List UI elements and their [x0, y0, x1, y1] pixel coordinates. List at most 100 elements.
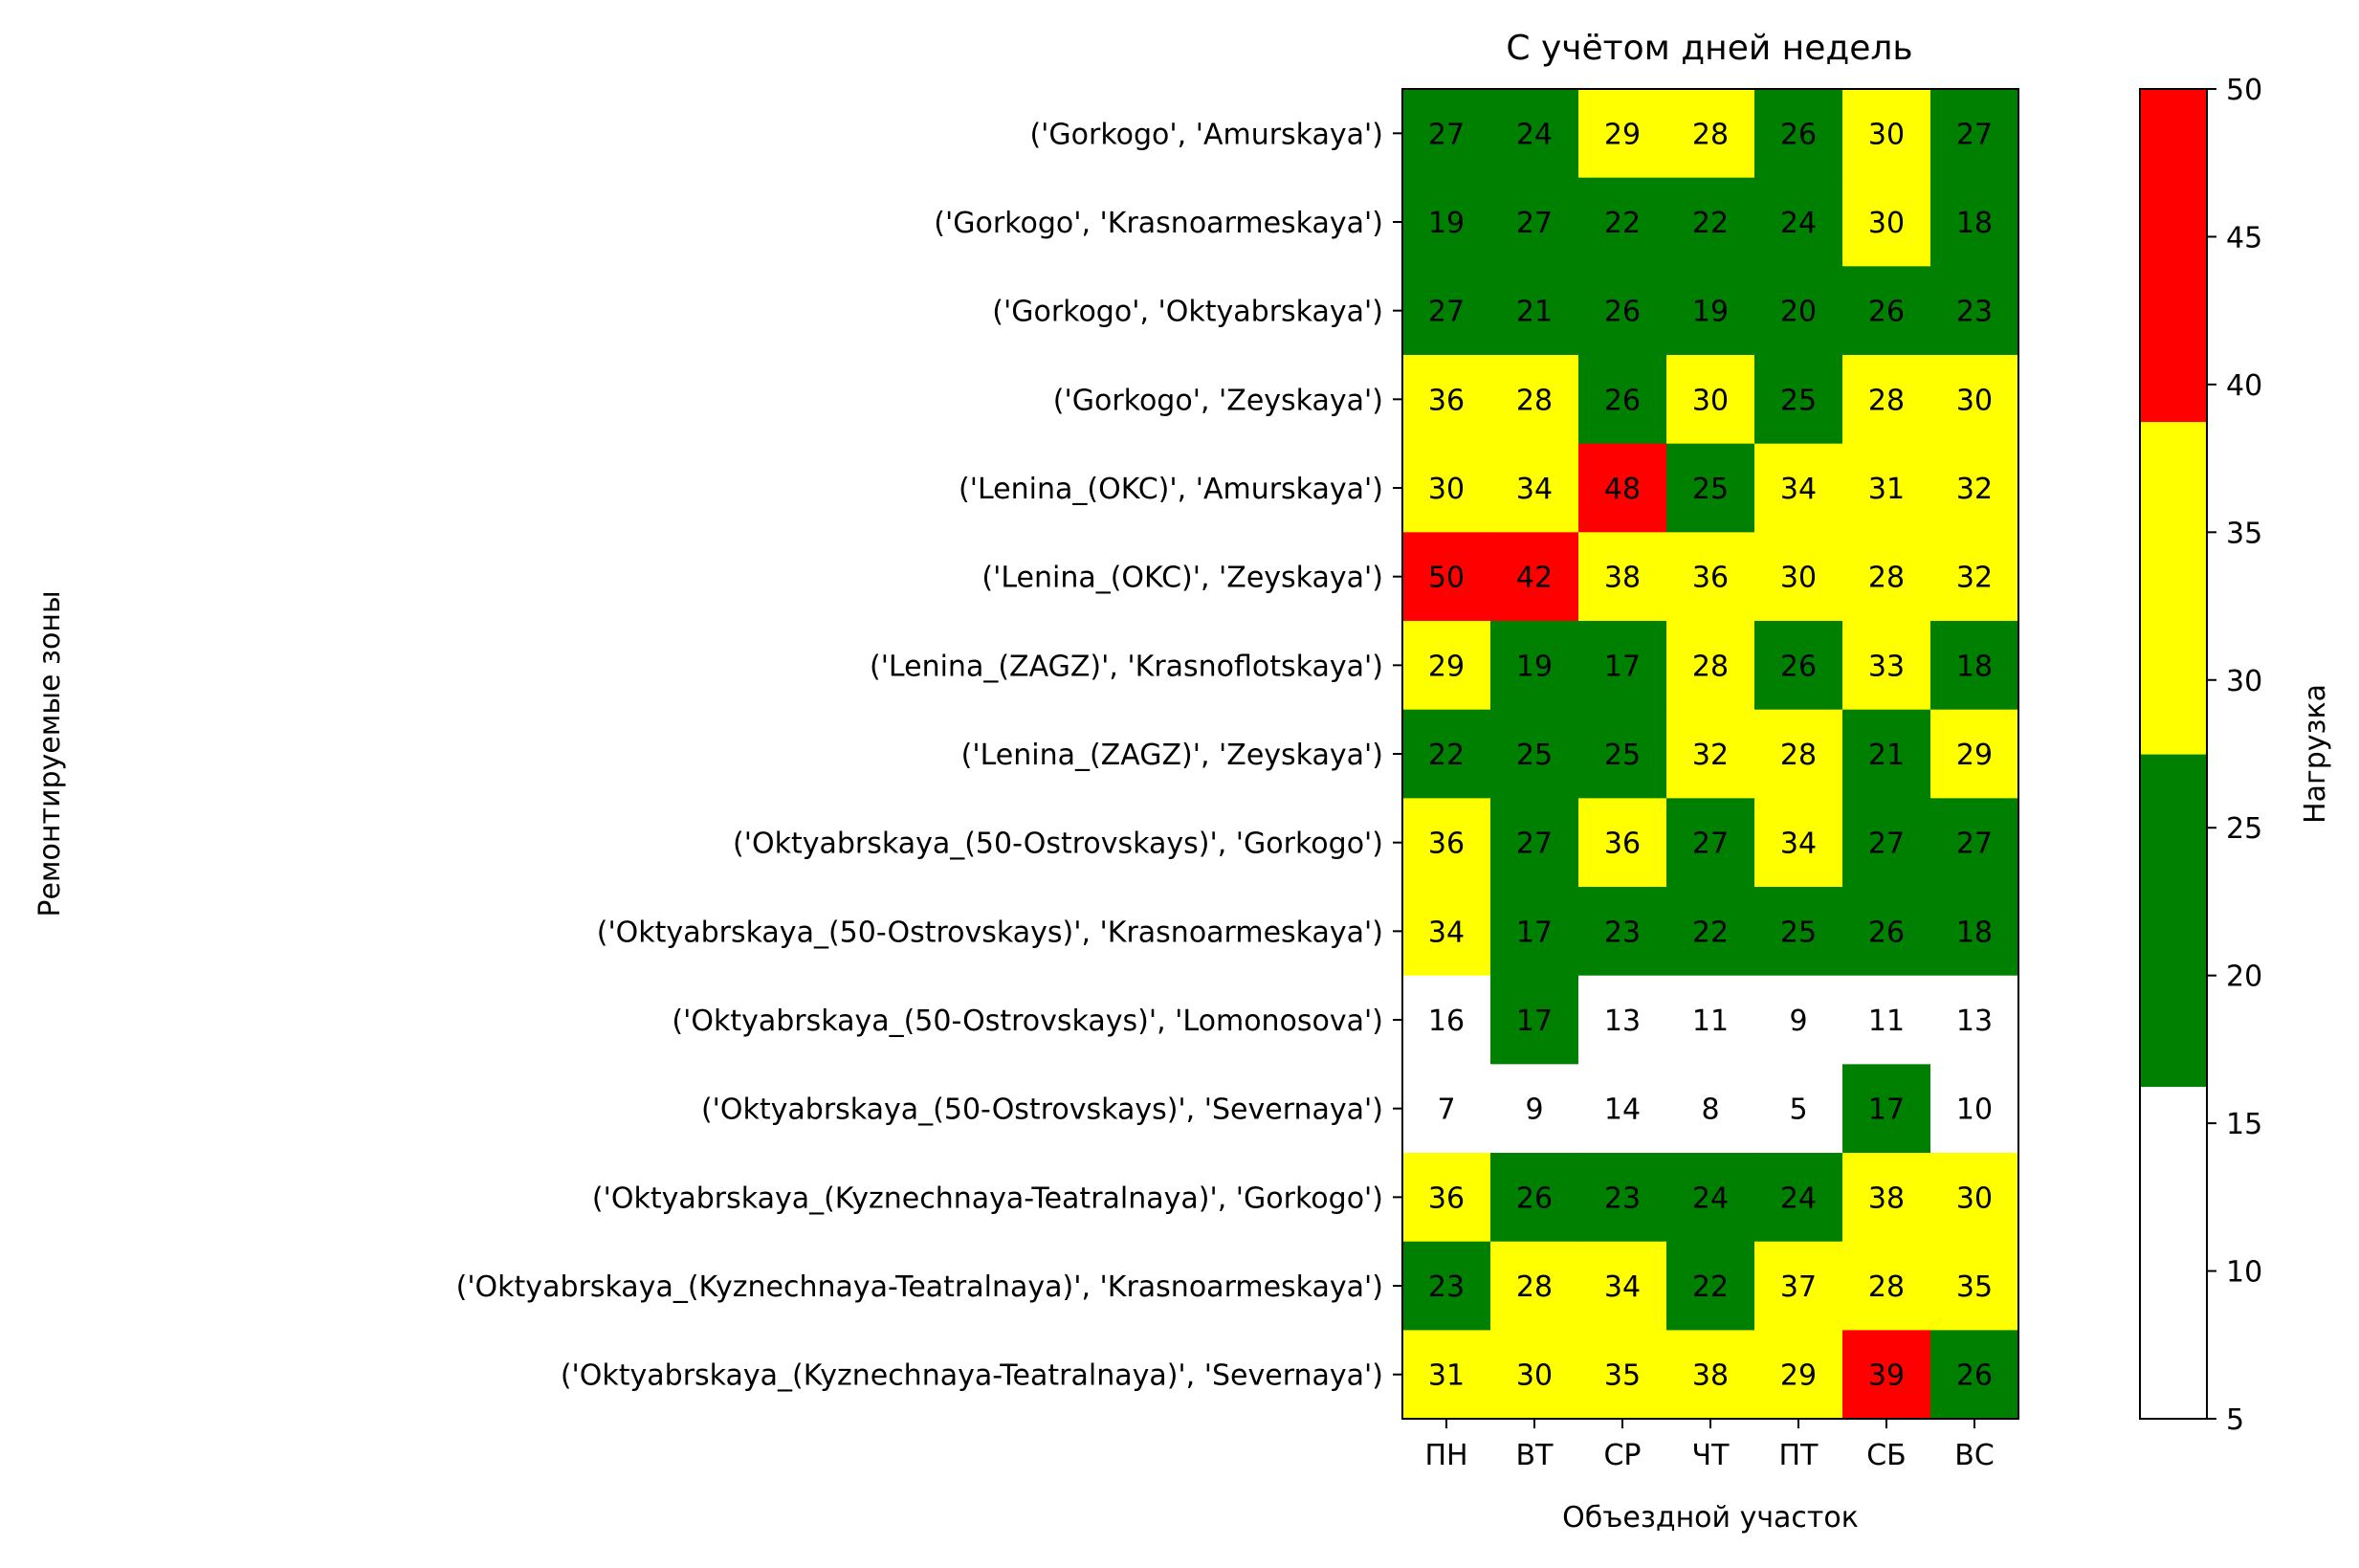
cell-value-label: 24 [1516, 118, 1553, 151]
cell-value-label: 38 [1868, 1182, 1905, 1215]
cell-value-label: 30 [1868, 118, 1905, 151]
heatmap-cell [1666, 532, 1755, 622]
heatmap-cell [1490, 1241, 1579, 1331]
cell-value-label: 5 [1789, 1093, 1807, 1127]
cell-value-label: 28 [1692, 650, 1729, 683]
cell-value-label: 27 [1428, 296, 1465, 329]
heatmap-cell [1842, 89, 1931, 179]
cell-value-label: 36 [1428, 1182, 1465, 1215]
heatmap-cell [1930, 532, 2019, 622]
heatmap-cell [1754, 443, 1843, 533]
heatmap-cell [1842, 975, 1931, 1065]
cell-value-label: 28 [1780, 739, 1817, 772]
x-tick-label: СБ [1866, 1439, 1907, 1472]
heatmap-cells [1402, 89, 2019, 1420]
cell-value-label: 26 [1868, 296, 1905, 329]
y-tick-label: ('Lenina_(ZAGZ)', 'Krasnoflotskaya') [870, 650, 1383, 683]
cell-value-label: 30 [1780, 562, 1817, 595]
heatmap-cell [1930, 1330, 2019, 1420]
colorbar-tick-label: 30 [2226, 665, 2262, 698]
cell-value-label: 19 [1428, 207, 1465, 240]
cell-value-label: 30 [1956, 384, 1993, 417]
cell-value-label: 22 [1692, 207, 1729, 240]
heatmap-cell [1930, 355, 2019, 445]
heatmap-cell [1402, 1241, 1491, 1331]
cell-value-label: 31 [1428, 1359, 1465, 1393]
cell-value-label: 38 [1604, 562, 1641, 595]
cell-value-label: 35 [1604, 1359, 1641, 1393]
heatmap-cell [1402, 798, 1491, 888]
cell-value-label: 20 [1780, 296, 1817, 329]
heatmap-cell [1578, 532, 1667, 622]
heatmap-cell [1578, 266, 1667, 356]
heatmap-cell [1842, 177, 1931, 267]
cell-value-label: 26 [1868, 916, 1905, 949]
cell-value-label: 27 [1956, 118, 1993, 151]
heatmap-cell [1754, 355, 1843, 445]
cell-value-label: 48 [1604, 473, 1641, 506]
heatmap-cell [1490, 1330, 1579, 1420]
heatmap-cell-labels: 27 24 29 28 26 30 27 19 27 22 22 24 30 18 27 21 26 19 20 26… [1428, 118, 1993, 1392]
heatmap-cell [1930, 709, 2019, 799]
heatmap-cell [1578, 1153, 1667, 1243]
heatmap-cell [1666, 1241, 1755, 1331]
cell-value-label: 28 [1868, 562, 1905, 595]
heatmap-cell [1666, 798, 1755, 888]
x-tick-label: ВТ [1516, 1439, 1554, 1472]
heatmap-cell [1490, 887, 1579, 977]
y-tick-label: ('Oktyabrskaya_(Kyznechnaya-Teatralnaya)… [456, 1270, 1383, 1304]
heatmap-cell [1930, 621, 2019, 711]
heatmap-cell [1402, 1153, 1491, 1243]
heatmap-cell [1930, 798, 2019, 888]
cell-value-label: 8 [1701, 1093, 1719, 1127]
heatmap-cell [1666, 89, 1755, 179]
cell-value-label: 25 [1780, 384, 1817, 417]
heatmap-cell [1842, 887, 1931, 977]
cell-value-label: 26 [1780, 118, 1817, 151]
colorbar-tick-label: 15 [2226, 1108, 2262, 1141]
cell-value-label: 39 [1868, 1359, 1905, 1393]
heatmap-cell [1578, 443, 1667, 533]
heatmap-cell [1930, 975, 2019, 1065]
heatmap-cell [1578, 709, 1667, 799]
cell-value-label: 17 [1516, 916, 1553, 949]
heatmap-cell [1402, 1064, 1491, 1154]
heatmap-cell [1666, 266, 1755, 356]
x-tick-label: ПН [1424, 1439, 1467, 1472]
cell-value-label: 9 [1789, 1005, 1807, 1038]
heatmap-cell [1930, 266, 2019, 356]
heatmap-cell [1578, 798, 1667, 888]
cell-value-label: 25 [1516, 739, 1553, 772]
cell-value-label: 35 [1956, 1270, 1993, 1304]
heatmap-cell [1666, 887, 1755, 977]
cell-value-label: 29 [1604, 118, 1641, 151]
cell-value-label: 22 [1692, 916, 1729, 949]
cell-value-label: 21 [1516, 296, 1553, 329]
cell-value-label: 7 [1437, 1093, 1455, 1127]
heatmap-cell [1402, 266, 1491, 356]
cell-value-label: 21 [1868, 739, 1905, 772]
cell-value-label: 37 [1780, 1270, 1817, 1304]
cell-value-label: 32 [1692, 739, 1729, 772]
heatmap-cell [1490, 177, 1579, 267]
cell-value-label: 18 [1956, 207, 1993, 240]
x-axis-ticks: ПН ВТ СР ЧТ ПТ СБ ВС [1424, 1419, 1995, 1472]
cell-value-label: 33 [1868, 650, 1905, 683]
x-axis-label: Объездной участок [1562, 1501, 1859, 1535]
heatmap-cell [1578, 1064, 1667, 1154]
cell-value-label: 24 [1780, 207, 1817, 240]
cell-value-label: 34 [1780, 473, 1817, 506]
heatmap-cell [1490, 89, 1579, 179]
cell-value-label: 24 [1780, 1182, 1817, 1215]
heatmap-cell [1930, 1241, 2019, 1331]
colorbar-tick-label: 20 [2226, 961, 2262, 994]
cell-value-label: 30 [1868, 207, 1905, 240]
cell-value-label: 29 [1956, 739, 1993, 772]
heatmap-cell [1402, 887, 1491, 977]
cell-value-label: 36 [1604, 828, 1641, 861]
heatmap-cell [1930, 89, 2019, 179]
cell-value-label: 30 [1692, 384, 1729, 417]
heatmap-cell [1842, 266, 1931, 356]
y-tick-label: ('Lenina_(OKC)', 'Amurskaya') [959, 473, 1383, 506]
cell-value-label: 19 [1692, 296, 1729, 329]
